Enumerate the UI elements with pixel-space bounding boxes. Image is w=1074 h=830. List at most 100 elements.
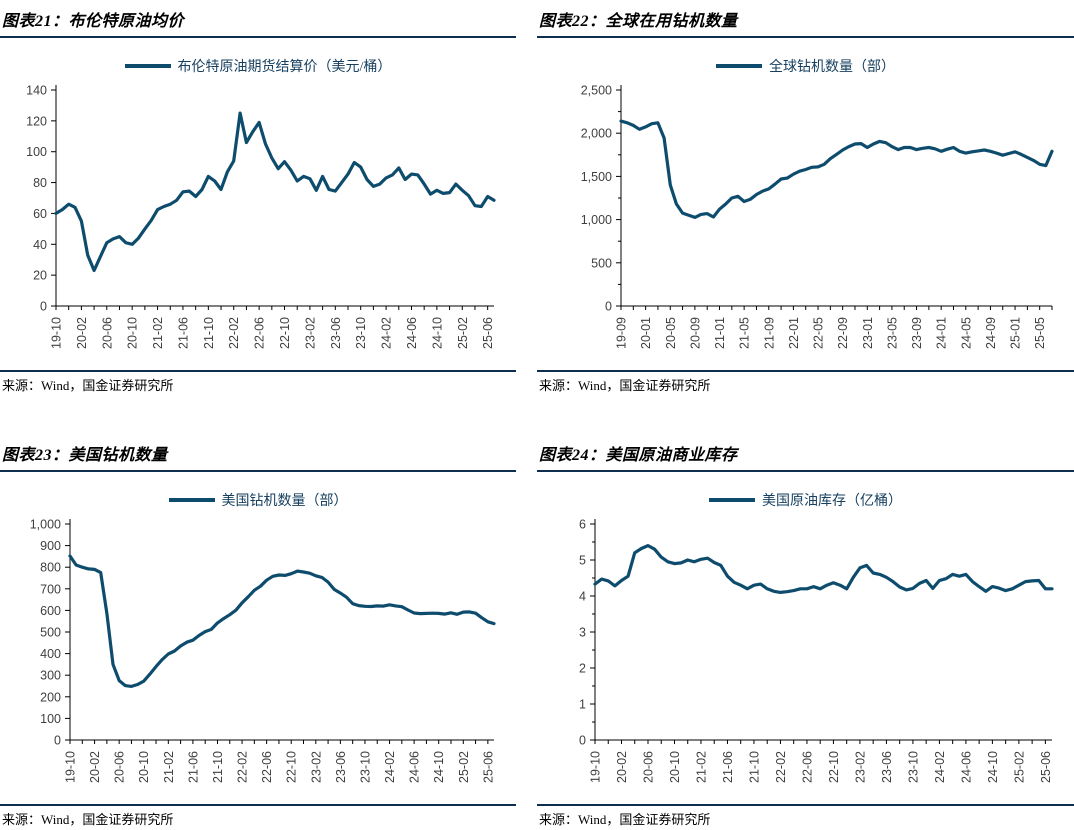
svg-text:120: 120 (26, 114, 47, 128)
chart-title: 图表22：全球在用钻机数量 (537, 2, 1074, 38)
legend-line-swatch (168, 498, 215, 502)
line-chart: 0 1 2 3 4 5 6 19-10 20-02 20-06 20-10 21-02 21-06 21-… (537, 512, 1074, 804)
svg-text:20: 20 (33, 269, 47, 283)
svg-text:22-02: 22-02 (236, 751, 250, 783)
svg-text:0: 0 (605, 300, 612, 314)
chart-legend: 全球钻机数量（部） (537, 56, 1074, 76)
svg-text:19-10: 19-10 (50, 317, 64, 349)
svg-text:22-05: 22-05 (812, 317, 826, 349)
svg-text:22-02: 22-02 (227, 317, 241, 349)
svg-text:24-09: 24-09 (984, 317, 998, 349)
svg-text:100: 100 (40, 712, 61, 726)
svg-text:21-09: 21-09 (762, 317, 776, 349)
svg-text:22-02: 22-02 (774, 751, 788, 783)
svg-text:24-02: 24-02 (380, 317, 394, 349)
svg-text:23-01: 23-01 (861, 317, 875, 349)
svg-text:3: 3 (579, 626, 586, 640)
svg-text:900: 900 (40, 539, 61, 553)
svg-text:21-06: 21-06 (186, 751, 200, 783)
svg-text:24-06: 24-06 (408, 751, 422, 783)
svg-text:21-06: 21-06 (721, 751, 735, 783)
svg-text:200: 200 (40, 690, 61, 704)
svg-text:4: 4 (579, 590, 586, 604)
svg-text:22-10: 22-10 (278, 317, 292, 349)
svg-text:23-06: 23-06 (329, 317, 343, 349)
chart-legend: 美国钻机数量（部） (0, 490, 516, 510)
svg-text:24-10: 24-10 (986, 751, 1000, 783)
svg-text:500: 500 (40, 626, 61, 640)
svg-text:19-10: 19-10 (64, 751, 78, 783)
svg-text:25-06: 25-06 (481, 751, 495, 783)
svg-text:20-10: 20-10 (668, 751, 682, 783)
svg-text:21-10: 21-10 (211, 751, 225, 783)
svg-text:22-06: 22-06 (253, 317, 267, 349)
svg-text:25-02: 25-02 (456, 317, 470, 349)
svg-text:20-06: 20-06 (100, 317, 114, 349)
svg-text:23-10: 23-10 (906, 751, 920, 783)
legend-label: 美国原油库存（亿桶） (762, 494, 902, 509)
svg-text:23-02: 23-02 (309, 751, 323, 783)
svg-text:0: 0 (579, 734, 586, 748)
svg-text:22-10: 22-10 (827, 751, 841, 783)
chart-panel-fig24: 图表24：美国原油商业库存 美国原油库存（亿桶） 0 1 2 3 4 5 6 19-10 20-… (537, 436, 1074, 830)
line-chart: 0 100 200 300 400 500 600 700 800 900 1,000 19-10 20… (0, 512, 516, 804)
svg-text:2,500: 2,500 (581, 84, 612, 98)
svg-text:0: 0 (40, 300, 47, 314)
svg-text:23-06: 23-06 (880, 751, 894, 783)
chart-legend: 布伦特原油期货结算价（美元/桶） (0, 56, 516, 76)
svg-text:21-10: 21-10 (202, 317, 216, 349)
svg-text:19-09: 19-09 (615, 317, 629, 349)
svg-text:25-06: 25-06 (481, 317, 495, 349)
svg-text:24-06: 24-06 (405, 317, 419, 349)
svg-text:22-10: 22-10 (285, 751, 299, 783)
svg-text:21-02: 21-02 (162, 751, 176, 783)
svg-text:300: 300 (40, 669, 61, 683)
svg-text:24-01: 24-01 (935, 317, 949, 349)
svg-text:21-10: 21-10 (747, 751, 761, 783)
chart-title: 图表24：美国原油商业库存 (537, 436, 1074, 472)
svg-text:20-06: 20-06 (113, 751, 127, 783)
svg-text:1,500: 1,500 (581, 170, 612, 184)
svg-text:5: 5 (579, 554, 586, 568)
svg-text:500: 500 (591, 256, 612, 270)
svg-text:600: 600 (40, 604, 61, 618)
svg-text:0: 0 (54, 734, 61, 748)
svg-text:22-06: 22-06 (800, 751, 814, 783)
svg-text:22-06: 22-06 (260, 751, 274, 783)
svg-text:140: 140 (26, 84, 47, 98)
legend-label: 布伦特原油期货结算价（美元/桶） (177, 60, 392, 75)
svg-text:23-10: 23-10 (354, 317, 368, 349)
chart-svg: 0 500 1,000 1,500 2,000 2,500 19-09 20-01 20-05 2… (581, 84, 1054, 349)
svg-text:22-01: 22-01 (787, 317, 801, 349)
svg-text:800: 800 (40, 561, 61, 575)
svg-text:1,000: 1,000 (581, 213, 612, 227)
svg-text:23-05: 23-05 (885, 317, 899, 349)
svg-text:21-05: 21-05 (738, 317, 752, 349)
svg-text:700: 700 (40, 582, 61, 596)
svg-text:25-02: 25-02 (1012, 751, 1026, 783)
svg-text:20-02: 20-02 (75, 317, 89, 349)
svg-text:2: 2 (579, 662, 586, 676)
line-chart: 0 20 40 60 80 100 120 140 19-10 20-02 20-06 20-10 21… (0, 78, 516, 370)
svg-text:21-02: 21-02 (151, 317, 165, 349)
line-chart: 0 500 1,000 1,500 2,000 2,500 19-09 20-01 20-05 2… (537, 78, 1074, 370)
chart-panel-fig23: 图表23：美国钻机数量 美国钻机数量（部） 0 100 200 300 400 500 60… (0, 436, 516, 830)
svg-text:25-02: 25-02 (457, 751, 471, 783)
svg-text:23-02: 23-02 (853, 751, 867, 783)
svg-text:25-05: 25-05 (1033, 317, 1047, 349)
svg-text:40: 40 (33, 238, 47, 252)
svg-text:6: 6 (579, 518, 586, 532)
svg-text:25-01: 25-01 (1009, 317, 1023, 349)
svg-text:21-02: 21-02 (694, 751, 708, 783)
chart-svg: 0 20 40 60 80 100 120 140 19-10 20-02 20-06 20-10 21… (26, 84, 496, 349)
source-note: 来源：Wind，国金证券研究所 (537, 370, 1074, 396)
svg-text:24-06: 24-06 (959, 751, 973, 783)
svg-text:21-01: 21-01 (713, 317, 727, 349)
chart-legend: 美国原油库存（亿桶） (537, 490, 1074, 510)
svg-text:24-05: 24-05 (959, 317, 973, 349)
svg-text:23-06: 23-06 (334, 751, 348, 783)
chart-title: 图表23：美国钻机数量 (0, 436, 516, 472)
svg-text:1,000: 1,000 (30, 518, 61, 532)
chart-title: 图表21：布伦特原油均价 (0, 2, 516, 38)
